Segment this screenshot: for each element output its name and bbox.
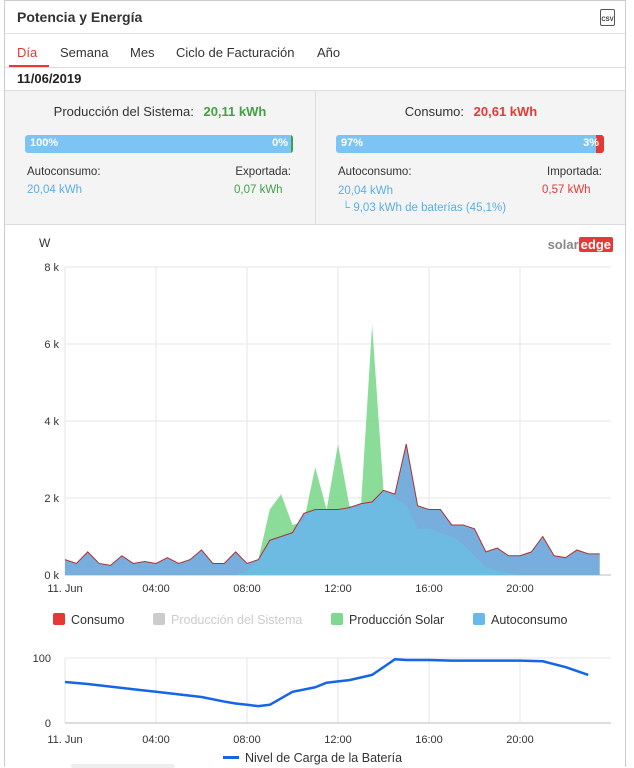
power-energy-widget: Potencia y Energía CSV Día Semana Mes Ci…	[4, 0, 626, 768]
y-tick-label: 0 k	[44, 570, 59, 582]
y-tick-label: 4 k	[44, 416, 59, 428]
energy-summary: Producción del Sistema: 20,11 kWh 100% 0…	[5, 90, 625, 225]
battery-x-tick-label: 16:00	[415, 734, 443, 746]
production-export-segment	[291, 135, 293, 153]
legend-battery-line	[223, 756, 239, 759]
tab-mes[interactable]: Mes	[130, 45, 155, 60]
active-tab-indicator	[9, 65, 49, 67]
battery-chart[interactable]: 0 100 11. Jun 04:00 08:00 12:00 16:00 20:00	[5, 643, 625, 753]
y-axis-unit: W	[39, 236, 51, 250]
tab-dia[interactable]: Día	[17, 45, 38, 60]
tab-ciclo-facturacion[interactable]: Ciclo de Facturación	[176, 45, 295, 60]
summary-divider	[315, 91, 316, 224]
legend-battery-level[interactable]: Nivel de Carga de la Batería	[223, 751, 402, 765]
x-tick-label: 04:00	[142, 583, 170, 595]
tabs-divider	[5, 67, 625, 68]
import-value: 0,57 kWh	[542, 184, 591, 196]
legend-autoconsumo-swatch	[473, 613, 485, 625]
consumption-label: Consumo:	[404, 104, 465, 119]
x-tick-label: 16:00	[415, 583, 443, 595]
consumption-import-segment	[596, 135, 604, 153]
legend-produccion-sistema-swatch	[153, 613, 165, 625]
power-chart[interactable]: W 0 k 2 k 4 k 6 k 8 k 11. Jun 04:00 08:00 12:00 16…	[5, 223, 625, 603]
consumption-value: 20,61 kWh	[473, 104, 538, 119]
production-title: Producción del Sistema: 20,11 kWh	[5, 104, 315, 119]
x-tick-label: 12:00	[324, 583, 352, 595]
battery-x-tick-label: 20:00	[506, 734, 534, 746]
legend-autoconsumo[interactable]: Autoconsumo	[473, 613, 567, 627]
series-consumo-line	[64, 443, 600, 566]
production-label: Producción del Sistema:	[53, 104, 194, 119]
production-self-value: 20,04 kWh	[27, 184, 82, 196]
export-value: 0,07 kWh	[234, 184, 283, 196]
x-tick-label: 20:00	[506, 583, 534, 595]
import-label: Importada:	[547, 166, 602, 178]
period-tabs: Día Semana Mes Ciclo de Facturación Año	[5, 33, 625, 67]
consumption-self-value: 20,04 kWh	[338, 185, 393, 197]
legend-produccion-sistema[interactable]: Producción del Sistema	[153, 613, 302, 627]
battery-share-note: └ 9,03 kWh de baterías (45,1%)	[342, 202, 507, 214]
consumption-bar-left-pct: 97%	[341, 137, 364, 149]
solaredge-logo: solar edge	[547, 237, 613, 252]
y-tick-label: 2 k	[44, 493, 59, 505]
battery-x-tick-label: 08:00	[233, 734, 261, 746]
production-bar-right-pct: 0%	[272, 137, 288, 149]
production-bar: 100% 0%	[25, 135, 293, 153]
legend-consumo[interactable]: Consumo	[53, 613, 125, 627]
battery-x-tick-label: 12:00	[324, 734, 352, 746]
widget-title: Potencia y Energía	[17, 9, 143, 25]
battery-x-tick-label: 04:00	[142, 734, 170, 746]
consumption-bar-right-pct: 3%	[583, 137, 599, 149]
consumption-bar: 97% 3%	[336, 135, 604, 153]
y-tick-label: 8 k	[44, 262, 59, 274]
chart-scrollbar[interactable]	[71, 764, 175, 768]
x-tick-label: 08:00	[233, 583, 261, 595]
charts-section: solar edge W 0 k 2 k 4 k 6 k 8 k 11. Jun 04:00 08…	[5, 223, 625, 768]
y-tick-label: 6 k	[44, 339, 59, 351]
production-bar-left-pct: 100%	[30, 137, 59, 149]
selected-date: 11/06/2019	[17, 71, 82, 86]
consumption-pane: Consumo: 20,61 kWh 97% 3% Autoconsumo: 2…	[316, 91, 626, 224]
consumption-self-label: Autoconsumo:	[338, 166, 412, 178]
export-label: Exportada:	[235, 166, 291, 178]
battery-y-tick-label: 0	[45, 718, 51, 730]
tab-semana[interactable]: Semana	[60, 45, 109, 60]
production-pane: Producción del Sistema: 20,11 kWh 100% 0…	[5, 91, 315, 224]
production-value: 20,11 kWh	[203, 104, 267, 119]
battery-y-tick-label: 100	[33, 653, 51, 665]
legend-consumo-swatch	[53, 613, 65, 625]
legend-produccion-solar[interactable]: Producción Solar	[331, 613, 444, 627]
x-tick-label: 11. Jun	[47, 583, 82, 595]
series-battery-level-line	[64, 658, 589, 708]
header-divider	[5, 33, 625, 34]
consumption-title: Consumo: 20,61 kWh	[316, 104, 626, 119]
production-self-label: Autoconsumo:	[27, 166, 101, 178]
csv-export-icon[interactable]: CSV	[600, 9, 615, 26]
legend-produccion-solar-swatch	[331, 613, 343, 625]
battery-x-tick-label: 11. Jun	[47, 734, 82, 746]
tab-ano[interactable]: Año	[317, 45, 341, 60]
